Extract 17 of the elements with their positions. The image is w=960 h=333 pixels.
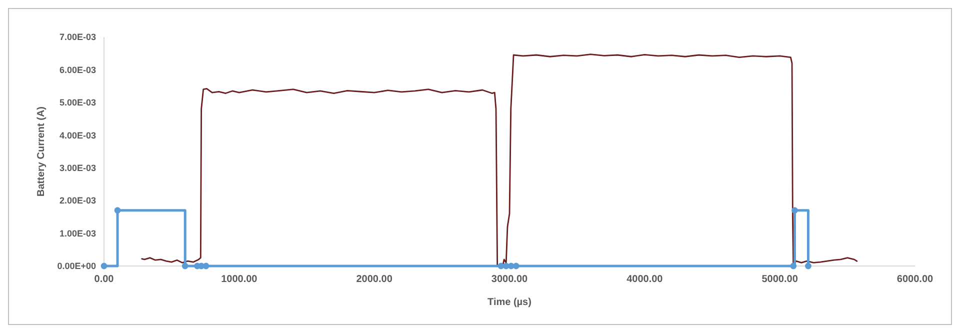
x-tick-label: 0.00: [94, 274, 114, 285]
x-tick-label: 2000.00: [356, 274, 393, 285]
x-axis-title: Time (µs): [488, 297, 532, 308]
y-tick-label: 2.00E-03: [59, 196, 96, 206]
x-tick-label: 3000.00: [491, 274, 528, 285]
y-tick-label: 0.00E+00: [57, 261, 96, 272]
x-tick-label: 1000.00: [221, 274, 258, 285]
x-tick-label: 4000.00: [626, 274, 664, 285]
y-tick-label: 3.00E-03: [59, 163, 96, 174]
x-tick-label: 6000.00: [896, 274, 934, 285]
y-tick-label: 7.00E-03: [59, 32, 96, 42]
y-axis-title: Battery Current (A): [36, 106, 47, 197]
y-tick-label: 6.00E-03: [59, 64, 96, 75]
y-tick-label: 4.00E-03: [59, 130, 96, 140]
y-tick-label: 1.00E-03: [59, 228, 96, 238]
x-tick-label: 5000.00: [762, 274, 798, 285]
y-tick-label: 5.00E-03: [59, 98, 96, 108]
